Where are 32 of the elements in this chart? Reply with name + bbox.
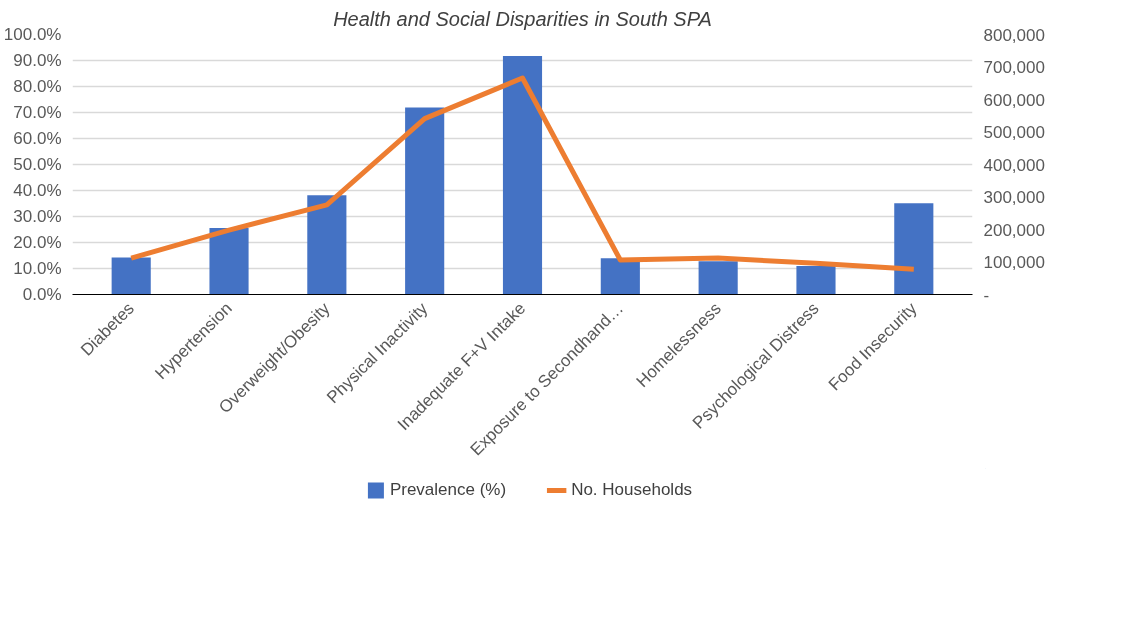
y-tick-label: 70.0% — [13, 103, 62, 122]
y2-tick-label: 200,000 — [983, 220, 1045, 240]
y-tick-label: 30.0% — [13, 207, 62, 226]
bar — [405, 107, 445, 295]
y2-tick-label: 400,000 — [983, 155, 1045, 175]
y2-tick-label: - — [983, 285, 990, 305]
y-tick-label: 100.0% — [3, 25, 62, 44]
y-tick-label: 20.0% — [13, 233, 62, 252]
bar — [502, 56, 543, 295]
y-tick-label: 40.0% — [13, 181, 62, 200]
y-tick-label: 10.0% — [13, 259, 62, 278]
bar — [307, 195, 347, 295]
y2-tick-label: 800,000 — [983, 25, 1045, 45]
legend-label: No. Households — [571, 480, 693, 500]
bar — [600, 258, 640, 295]
legend-label: Prevalence (%) — [389, 480, 507, 500]
y2-tick-label: 300,000 — [983, 188, 1045, 207]
y-tick-label: 80.0% — [13, 77, 62, 96]
bar — [111, 257, 151, 295]
bar — [698, 261, 738, 295]
y2-tick-label: 600,000 — [983, 90, 1045, 110]
y2-tick-label: 100,000 — [983, 253, 1045, 272]
chart-title: Health and Social Disparities in South SPA — [333, 7, 712, 30]
y2-tick-label: 700,000 — [983, 58, 1045, 77]
y2-tick-label: 500,000 — [983, 123, 1045, 142]
y-tick-label: 60.0% — [13, 129, 62, 148]
bar — [894, 203, 934, 295]
y-tick-label: 50.0% — [13, 155, 62, 174]
y-tick-label: 90.0% — [13, 51, 62, 70]
bar — [209, 227, 249, 295]
y-tick-label: 0.0% — [22, 285, 62, 304]
bar — [796, 265, 836, 295]
